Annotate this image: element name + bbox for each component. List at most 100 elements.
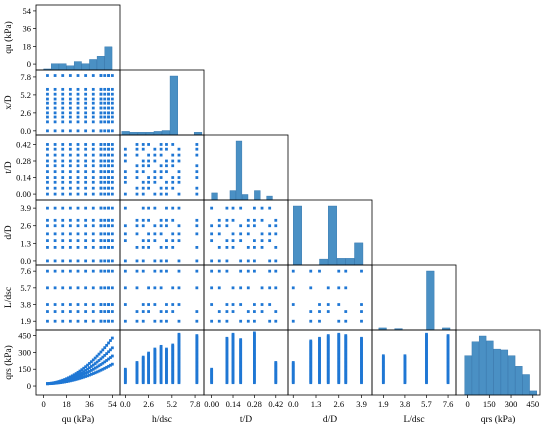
scatter-point [103,259,107,263]
scatter-point [91,92,95,96]
panel-frame [35,329,121,396]
scatter-point-qrs [360,336,363,340]
scatter-point [260,310,264,313]
scatter-point [344,269,348,273]
scatter-point [91,101,95,105]
scatter-point [103,245,107,249]
scatter-point [159,147,163,151]
scatter-point-qrs [70,376,74,379]
scatter-point [141,259,145,263]
panel-frame [287,264,373,331]
scatter-point [165,259,168,263]
scatter-point [76,319,80,323]
scatter-point [76,232,80,236]
scatter-point [107,153,110,157]
scatter-point-qrs [70,377,74,381]
scatter-point [76,286,80,290]
x-tick-label: 1.9 [378,399,389,409]
scatter-point [141,310,145,313]
scatter-point [141,147,145,151]
hist-bar-xD [121,131,130,136]
scatter-point [103,310,107,313]
scatter-point [110,310,114,313]
scatter-point [260,218,264,222]
scatter-point [91,239,95,243]
hist-bar-qrs [522,374,530,396]
scatter-point [103,239,107,243]
scatter-point [53,269,57,273]
panel-frame [203,134,289,201]
scatter-point-qrs [195,334,199,338]
scatter-point [107,147,110,151]
scatter-point [246,224,250,228]
scatter-point [260,303,264,306]
scatter-point [110,106,114,110]
scatter-point [268,232,272,236]
scatter-point [268,303,272,306]
scatter-point-qrs [177,332,181,336]
scatter-point [171,180,175,184]
scatter-point [91,74,95,77]
scatter-point [61,176,65,179]
scatter-point [61,143,65,146]
scatter-point [76,129,80,133]
scatter-point [46,143,49,146]
scatter-point [195,170,199,174]
scatter-point [99,143,103,146]
y-tick-label: 150 [18,364,31,374]
scatter-point [61,111,65,115]
scatter-point [135,310,139,313]
scatter-point-qrs [57,381,61,385]
scatter-point [53,180,57,184]
scatter-point [110,120,114,124]
scatter-point [268,259,272,263]
scatter-point-qrs [86,367,89,371]
scatter-point [53,259,57,263]
scatter-point-qrs [76,375,80,379]
scatter-point [260,206,264,210]
scatter-point [91,206,95,210]
scatter-point [107,303,110,306]
scatter-point [165,186,168,190]
scatter-point [141,192,145,196]
scatter-point-qrs [68,375,72,379]
scatter-point [195,232,199,236]
scatter-point [246,232,250,236]
scatter-point [210,303,214,306]
x-tick-label: 7.8 [190,399,201,409]
scatter-point [225,206,229,210]
scatter-point [61,259,65,263]
scatter-point [84,218,88,222]
scatter-point-qrs [110,346,114,350]
scatter-point-qrs [326,334,330,338]
scatter-point [360,269,363,273]
scatter-point [99,224,103,228]
scatter-point [107,269,110,273]
scatter-point [123,159,127,163]
scatter-point-qrs [72,375,76,379]
hist-bar-dD [345,258,355,266]
scatter-point-qrs [70,374,74,378]
scatter-point [68,97,72,101]
scatter-point [103,97,107,101]
scatter-point [103,111,107,115]
scatter-point-qrs [84,375,88,378]
scatter-point [46,319,49,323]
scatter-point [135,147,139,151]
scatter-point [153,147,157,151]
scatter-point [107,143,110,146]
panel-frame [455,329,541,396]
scatter-point [61,218,65,222]
scatter-point [46,74,49,77]
scatter-point [147,143,150,146]
scatter-point [326,303,330,306]
hist-bar-xD [153,131,162,136]
scatter-point-qrs [103,360,107,364]
scatter-point [46,239,49,243]
scatter-point [84,164,88,168]
scatter-point [239,206,243,210]
scatter-point-qrs [97,359,101,362]
scatter-point [99,101,103,105]
scatter-point [274,310,278,313]
scatter-point [46,92,49,96]
